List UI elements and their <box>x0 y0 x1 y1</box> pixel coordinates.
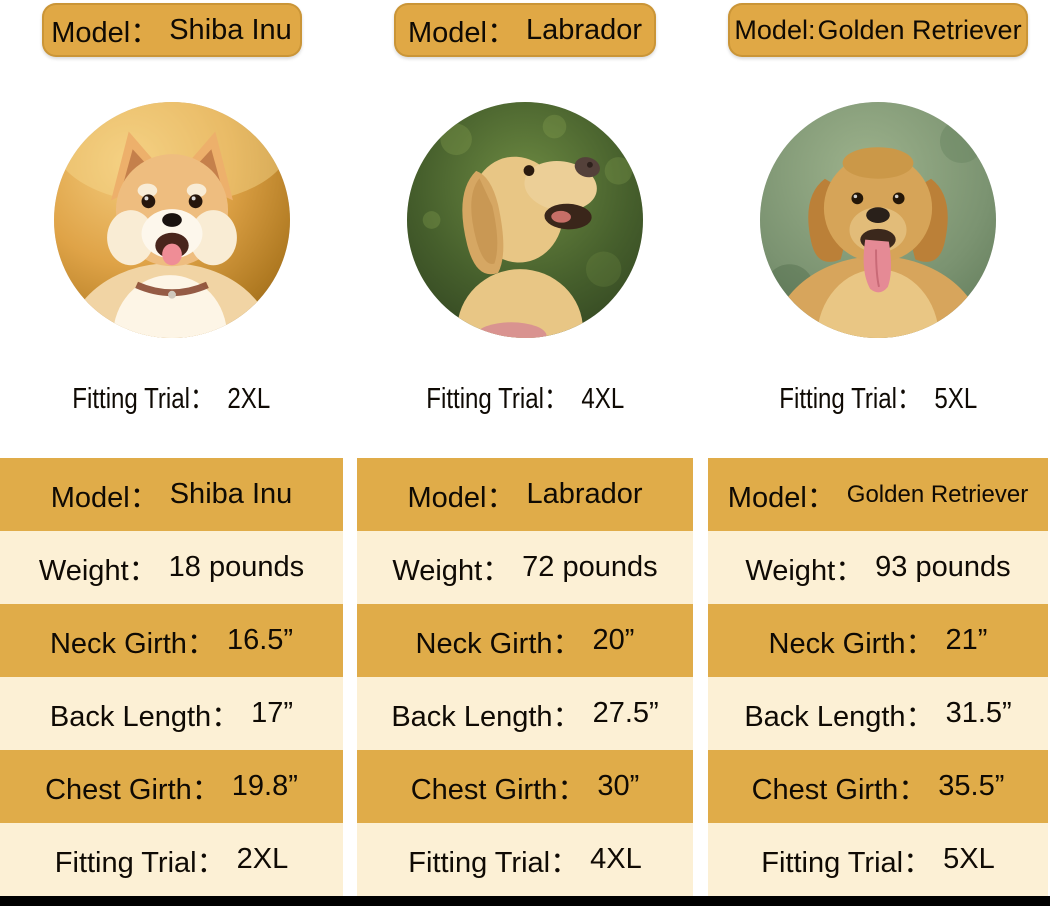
row-value: 4XL <box>590 843 642 875</box>
row-value: Labrador <box>526 478 643 510</box>
row-label: Fitting Trial： <box>54 846 226 879</box>
row-value: 21” <box>945 624 988 656</box>
table-row-chest-girth: Chest Girth： 35.5” <box>708 750 1048 823</box>
row-value: 27.5” <box>592 697 659 729</box>
labrador-illustration <box>407 102 643 338</box>
bottom-border-bar <box>0 896 1050 906</box>
fitting-trial-caption-label: Fitting Trial： <box>426 383 568 415</box>
row-value: 17” <box>251 697 294 729</box>
row-value: Golden Retriever <box>846 480 1029 508</box>
golden-retriever-illustration <box>760 102 996 338</box>
row-label: Chest Girth： <box>45 773 221 806</box>
table-row-back-length: Back Length： 17” <box>0 677 343 750</box>
table-row-chest-girth: Chest Girth： 30” <box>357 750 693 823</box>
row-label: Neck Girth： <box>49 627 216 660</box>
row-label: Neck Girth： <box>415 627 582 660</box>
table-row-fitting-trial: Fitting Trial： 5XL <box>708 823 1048 896</box>
row-value: 31.5” <box>945 697 1012 729</box>
row-value: 20” <box>592 624 635 656</box>
row-value: 72 pounds <box>522 551 658 583</box>
fitting-trial-caption-value: 2XL <box>227 383 271 415</box>
column-labrador: Model： Labrador <box>357 0 693 906</box>
table-row-weight: Weight： 72 pounds <box>357 531 693 604</box>
fitting-trial-caption: Fitting Trial： 5XL <box>708 374 1048 418</box>
fitting-trial-caption: Fitting Trial： 2XL <box>0 374 343 418</box>
row-value: 30” <box>597 770 640 802</box>
fitting-trial-caption-label: Fitting Trial： <box>779 383 921 415</box>
row-label: Back Length： <box>744 700 935 733</box>
spec-table: Model： Labrador Weight： 72 pounds Neck G… <box>357 458 693 896</box>
table-row-neck-girth: Neck Girth： 20” <box>357 604 693 677</box>
row-label: Weight： <box>38 554 158 587</box>
spec-table: Model： Shiba Inu Weight： 18 pounds Neck … <box>0 458 343 896</box>
table-row-neck-girth: Neck Girth： 16.5” <box>0 604 343 677</box>
table-row-model: Model： Shiba Inu <box>0 458 343 531</box>
fitting-trial-caption-label: Fitting Trial： <box>72 383 215 415</box>
column-shiba-inu: Model： Shiba Inu <box>0 0 343 906</box>
table-row-fitting-trial: Fitting Trial： 2XL <box>0 823 343 896</box>
row-label: Back Length： <box>49 700 241 733</box>
table-row-fitting-trial: Fitting Trial： 4XL <box>357 823 693 896</box>
row-value: 18 pounds <box>168 551 305 583</box>
table-row-back-length: Back Length： 27.5” <box>357 677 693 750</box>
fitting-trial-caption: Fitting Trial： 4XL <box>357 374 693 418</box>
row-value: 19.8” <box>231 770 298 802</box>
row-label: Back Length： <box>391 700 582 733</box>
row-value: 35.5” <box>938 770 1005 802</box>
golden-retriever-photo <box>760 102 996 338</box>
row-label: Fitting Trial： <box>408 846 580 879</box>
spec-table: Model： Golden Retriever Weight： 93 pound… <box>708 458 1048 896</box>
row-label: Weight： <box>392 554 512 587</box>
table-row-chest-girth: Chest Girth： 19.8” <box>0 750 343 823</box>
row-label: Model： <box>407 481 516 514</box>
shiba-inu-photo <box>53 102 290 338</box>
table-row-model: Model： Labrador <box>357 458 693 531</box>
model-badge-label: Model： <box>407 17 516 49</box>
row-label: Fitting Trial： <box>761 846 933 879</box>
column-golden-retriever: Model: Golden Retriever <box>708 0 1048 906</box>
model-badge: Model: Golden Retriever <box>728 3 1028 57</box>
model-badge-label: Model: <box>734 14 816 45</box>
model-badge: Model： Shiba Inu <box>41 3 302 57</box>
fitting-trial-caption-value: 5XL <box>934 383 977 415</box>
row-label: Model： <box>727 481 836 514</box>
row-label: Model： <box>50 481 159 514</box>
model-badge-label: Model： <box>51 17 160 49</box>
row-value: 5XL <box>943 843 995 875</box>
labrador-photo <box>407 102 643 338</box>
row-label: Chest Girth： <box>751 773 928 806</box>
row-label: Chest Girth： <box>410 773 587 806</box>
row-label: Weight： <box>745 554 865 587</box>
table-row-neck-girth: Neck Girth： 21” <box>708 604 1048 677</box>
row-value: 2XL <box>236 843 289 875</box>
table-row-weight: Weight： 93 pounds <box>708 531 1048 604</box>
model-badge-value: Shiba Inu <box>169 13 292 46</box>
fitting-trial-caption-value: 4XL <box>581 383 624 415</box>
table-row-model: Model： Golden Retriever <box>708 458 1048 531</box>
row-label: Neck Girth： <box>768 627 935 660</box>
model-badge: Model： Labrador <box>394 3 656 57</box>
row-value: 93 pounds <box>875 551 1011 583</box>
model-badge-value: Golden Retriever <box>817 14 1022 45</box>
row-value: 16.5” <box>226 624 294 656</box>
table-row-weight: Weight： 18 pounds <box>0 531 343 604</box>
row-value: Shiba Inu <box>169 478 293 510</box>
shiba-inu-illustration <box>53 102 290 338</box>
model-badge-value: Labrador <box>525 13 643 46</box>
table-row-back-length: Back Length： 31.5” <box>708 677 1048 750</box>
